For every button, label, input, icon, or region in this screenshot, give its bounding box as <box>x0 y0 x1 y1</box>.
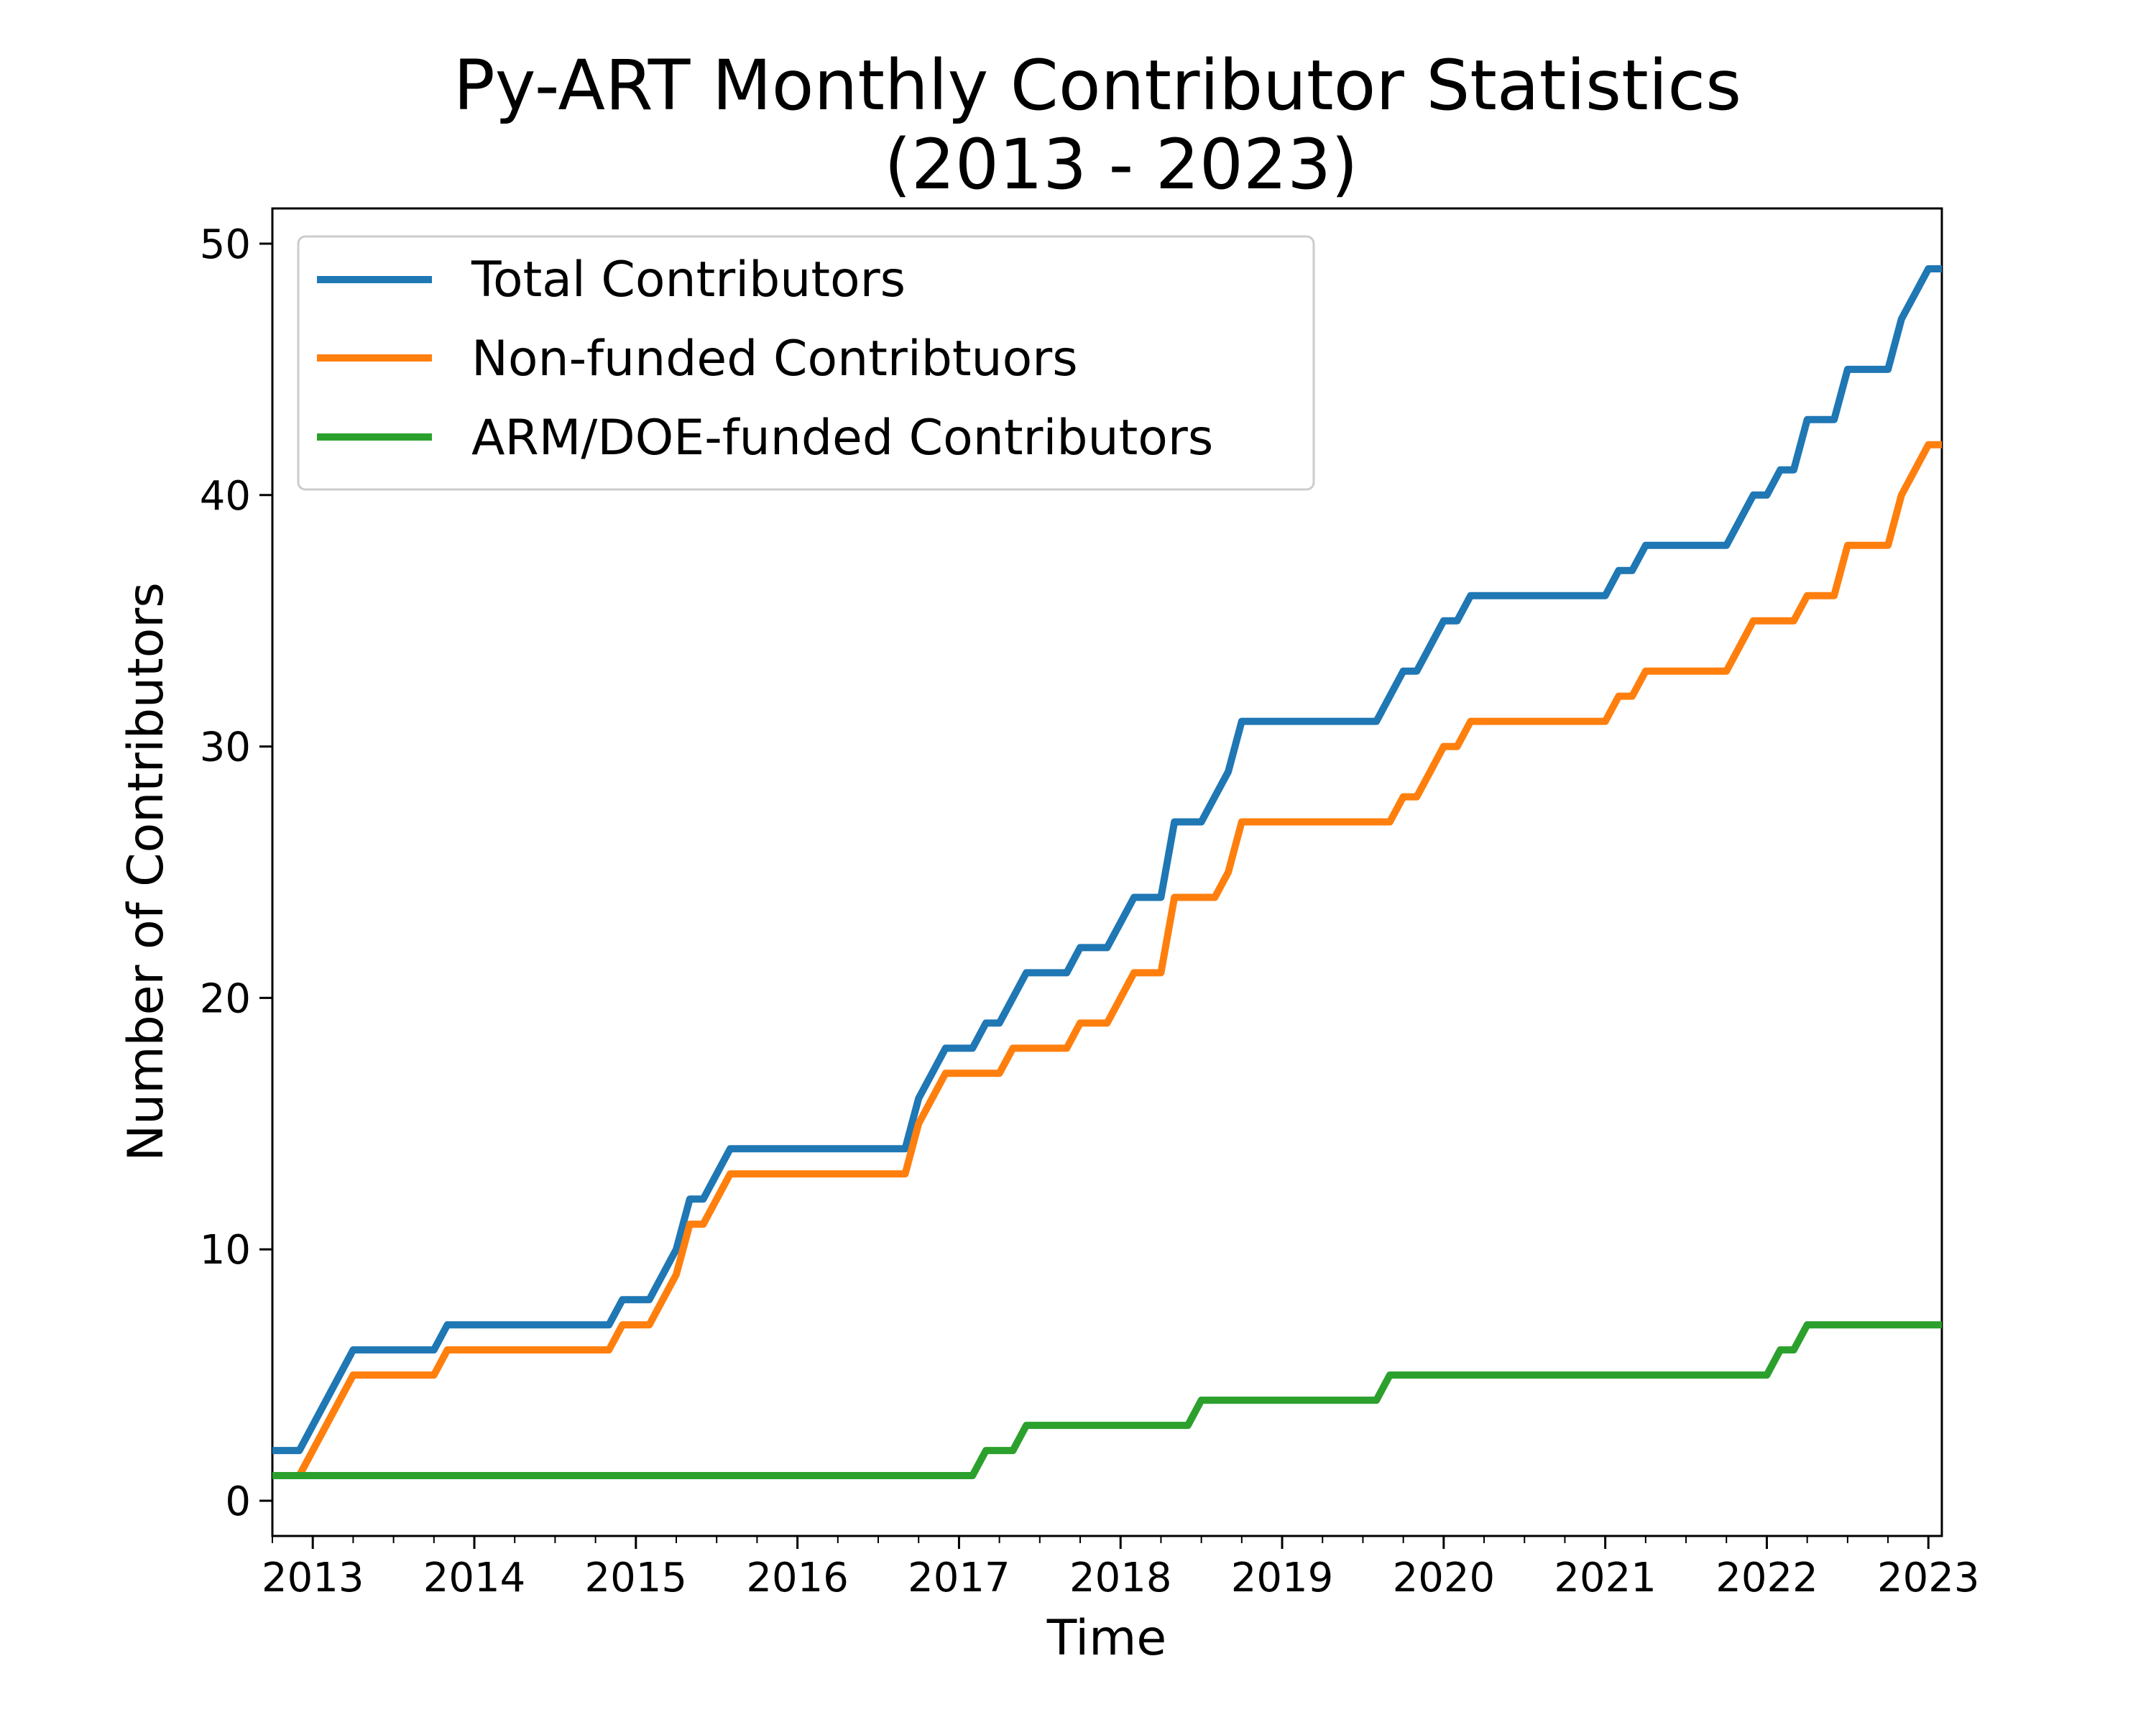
x-tick-label: 2018 <box>1069 1555 1172 1601</box>
legend-frame <box>297 235 1315 491</box>
x-axis: 2013 2014 2015 2016 2017 2018 2019 2020 2021 2022… <box>262 1536 1980 1601</box>
series-line-2 <box>272 1321 1942 1479</box>
x-tick-label: 2017 <box>908 1555 1010 1601</box>
legend-label-total-contributors: Total Contributors <box>471 252 906 308</box>
x-tick-label: 2022 <box>1715 1555 1818 1601</box>
series-line-0 <box>272 265 1942 1455</box>
x-tick-label: 2020 <box>1393 1555 1496 1601</box>
x-tick-label: 2015 <box>585 1555 688 1601</box>
x-tick-label: 2013 <box>262 1555 364 1601</box>
legend-label-non-funded: Non-funded Contribtuors <box>471 331 1078 387</box>
chart-title: Py-ART Monthly Contributor Statistics (2… <box>453 45 1741 205</box>
y-tick-label: 10 <box>200 1227 251 1274</box>
y-tick-label: 50 <box>200 221 251 268</box>
series-line-1 <box>272 441 1942 1479</box>
chart-title-line-1: Py-ART Monthly Contributor Statistics <box>453 45 1741 126</box>
x-tick-label: 2021 <box>1554 1555 1657 1601</box>
y-tick-label: 0 <box>225 1478 251 1525</box>
y-tick-label: 40 <box>200 473 251 520</box>
y-tick-label: 20 <box>200 975 251 1022</box>
legend: Total Contributors Non-funded Contribtuo… <box>297 235 1315 491</box>
x-tick-label: 2016 <box>746 1555 849 1601</box>
chart-title-line-2: (2013 - 2023) <box>884 124 1358 205</box>
x-tick-label: 2019 <box>1231 1555 1334 1601</box>
series-layer <box>272 265 1942 1479</box>
legend-label-arm-doe-funded: ARM/DOE-funded Contributors <box>471 410 1213 466</box>
x-tick-label: 2014 <box>423 1555 526 1601</box>
x-tick-label: 2023 <box>1877 1555 1980 1601</box>
x-axis-label: Time <box>1046 1610 1166 1667</box>
y-axis: 0 10 20 30 40 50 <box>200 221 272 1525</box>
y-axis-label: Number of Contributors <box>118 582 175 1162</box>
y-tick-label: 30 <box>200 724 251 771</box>
